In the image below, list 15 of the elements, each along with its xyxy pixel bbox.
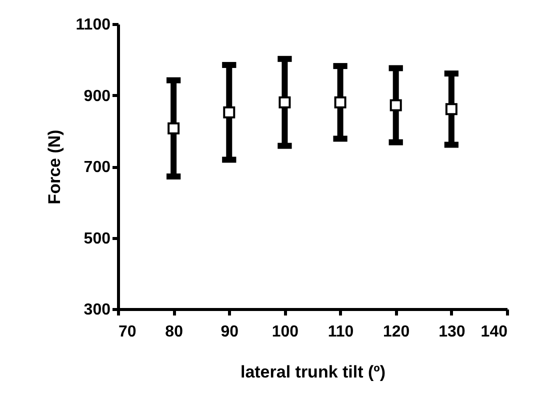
y-axis-title: Force (N) [44,130,64,204]
x-tick-label: 140 [480,324,508,340]
x-tick-label: 130 [438,324,466,340]
y-tick-label: 700 [84,159,111,176]
y-tick-label: 500 [84,230,111,248]
x-tick-label: 120 [383,324,410,340]
y-tick-label: 1100 [76,16,111,34]
x-axis-title: lateral trunk tilt (º) [240,362,386,382]
x-tick-label: 90 [220,324,239,340]
y-tick-label: 900 [84,88,111,105]
y-tick-label: 300 [84,302,111,318]
x-tick-label: 70 [118,324,136,340]
x-tick-label: 80 [165,324,184,340]
x-tick-label: 110 [328,324,354,340]
x-tick-label: 100 [272,324,299,340]
